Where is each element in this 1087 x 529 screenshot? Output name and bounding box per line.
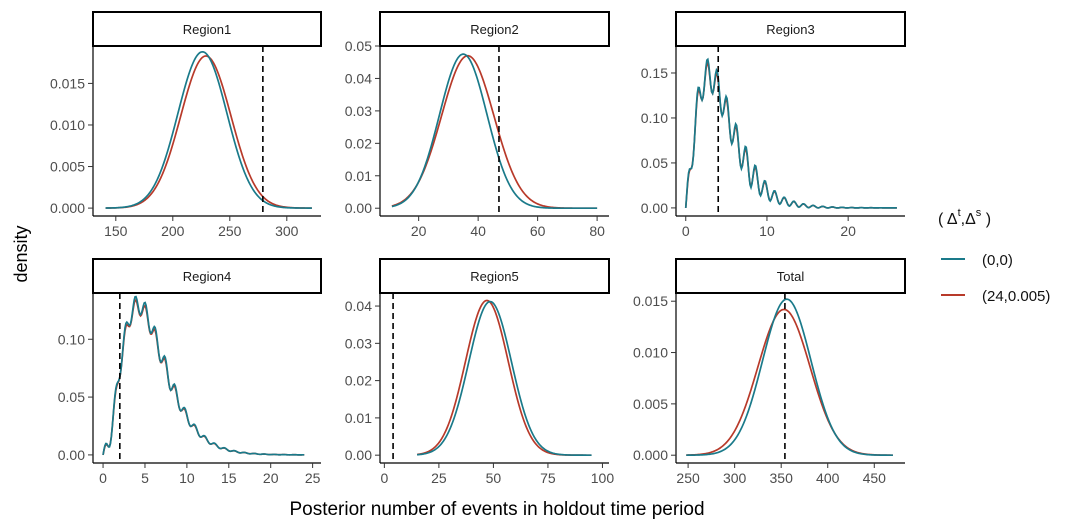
y-tick-label: 0.15 [641, 65, 668, 81]
y-tick-label: 0.00 [345, 200, 372, 216]
x-tick-label: 15 [221, 470, 237, 486]
x-tick-label: 100 [591, 470, 615, 486]
facet-strip [379, 11, 610, 47]
x-tick-label: 60 [530, 223, 546, 239]
legend-title-sup-s: s [976, 207, 982, 219]
x-tick-label: 250 [218, 223, 242, 239]
facet-strip [675, 11, 906, 47]
y-tick-label: 0.03 [345, 103, 372, 119]
y-tick-label: 0.05 [641, 155, 668, 171]
facet-strip-label: Region1 [183, 22, 231, 37]
legend-title-end: ) [981, 211, 991, 228]
x-tick-label: 450 [863, 470, 887, 486]
x-tick-label: 0 [682, 223, 690, 239]
x-tick-label: 250 [676, 470, 700, 486]
y-tick-label: 0.01 [345, 410, 372, 426]
density-line-baseline [391, 53, 598, 210]
facet-strip-label: Region5 [470, 269, 518, 284]
y-tick-label: 0.00 [58, 447, 85, 463]
x-tick-label: 10 [179, 470, 195, 486]
legend-label-adjusted: (24,0.005) [982, 288, 1050, 305]
y-tick-label: 0.04 [345, 70, 372, 86]
panel-region3: Region3 0.00 0.05 0.10 0.15 0 10 20 [641, 11, 906, 239]
density-line-adjusted [686, 308, 893, 457]
y-tick-label: 0.05 [58, 389, 85, 405]
density-line-adjusted [416, 299, 592, 457]
x-tick-label: 25 [305, 470, 321, 486]
facet-strip [675, 258, 906, 294]
x-tick-label: 25 [431, 470, 447, 486]
facet-strip-label: Region4 [183, 269, 231, 284]
legend-label-baseline: (0,0) [982, 252, 1013, 269]
legend-title-sup-t: t [958, 207, 961, 219]
panel-region4: Region4 0.00 0.05 0.10 0 5 10 15 20 25 [58, 258, 322, 486]
legend-title-mid: ,Δ [961, 211, 976, 228]
legend-title-base: ( Δ [938, 211, 958, 228]
legend: ( Δt,Δs ) (0,0) (24,0.005) [938, 207, 1050, 305]
density-line-adjusted [105, 55, 312, 209]
x-tick-label: 5 [141, 470, 149, 486]
facet-strip-label: Region3 [766, 22, 814, 37]
density-line-baseline [684, 57, 897, 209]
density-line-adjusted [102, 298, 305, 456]
x-tick-label: 75 [540, 470, 556, 486]
y-tick-label: 0.000 [633, 447, 668, 463]
panel-total: Total 0.000 0.005 0.010 0.015 250 300 350 400 450 [633, 258, 906, 486]
y-tick-label: 0.005 [633, 396, 668, 412]
y-tick-label: 0.015 [50, 75, 85, 91]
y-tick-label: 0.05 [345, 38, 372, 54]
density-line-baseline [686, 298, 893, 457]
x-tick-label: 80 [589, 223, 605, 239]
x-tick-label: 20 [411, 223, 427, 239]
facet-strip [92, 258, 322, 294]
x-tick-label: 300 [275, 223, 299, 239]
density-line-adjusted [391, 54, 598, 210]
x-tick-label: 0 [99, 470, 107, 486]
y-tick-label: 0.02 [345, 373, 372, 389]
y-tick-label: 0.10 [641, 110, 668, 126]
facet-strip [379, 258, 610, 294]
y-tick-label: 0.010 [50, 117, 85, 133]
panel-region1: Region1 0.000 0.005 0.010 0.015 150 200 250 300 [50, 11, 322, 239]
density-line-baseline [105, 50, 312, 209]
x-tick-label: 0 [380, 470, 388, 486]
x-axis-label: Posterior number of events in holdout ti… [289, 499, 704, 520]
legend-title: ( Δt,Δs ) [938, 207, 991, 228]
panel-region5: Region5 0.00 0.01 0.02 0.03 0.04 0 25 50 75 100 [345, 258, 615, 486]
x-tick-label: 20 [840, 223, 856, 239]
density-line-baseline [102, 295, 305, 456]
y-tick-label: 0.03 [345, 335, 372, 351]
x-tick-label: 400 [816, 470, 840, 486]
x-tick-label: 350 [770, 470, 794, 486]
y-tick-label: 0.04 [345, 298, 372, 314]
y-tick-label: 0.02 [345, 135, 372, 151]
y-tick-label: 0.000 [50, 200, 85, 216]
y-tick-label: 0.005 [50, 159, 85, 175]
y-tick-label: 0.00 [345, 447, 372, 463]
x-tick-label: 50 [486, 470, 502, 486]
panel-region2: Region2 0.00 0.01 0.02 0.03 0.04 0.05 20 40 60 80 [345, 11, 610, 239]
y-axis-label: density [11, 225, 31, 282]
y-tick-label: 0.10 [58, 331, 85, 347]
x-tick-label: 300 [723, 470, 747, 486]
x-tick-label: 200 [161, 223, 185, 239]
x-tick-label: 20 [263, 470, 279, 486]
facet-strip-label: Region2 [470, 22, 518, 37]
y-tick-label: 0.015 [633, 293, 668, 309]
y-tick-label: 0.00 [641, 200, 668, 216]
x-tick-label: 150 [104, 223, 128, 239]
y-tick-label: 0.01 [345, 168, 372, 184]
x-tick-label: 10 [759, 223, 775, 239]
facet-strip [92, 11, 322, 47]
x-tick-label: 40 [470, 223, 486, 239]
facet-strip-label: Total [777, 269, 805, 284]
density-line-adjusted [684, 61, 897, 209]
density-line-baseline [417, 300, 592, 457]
y-tick-label: 0.010 [633, 345, 668, 361]
